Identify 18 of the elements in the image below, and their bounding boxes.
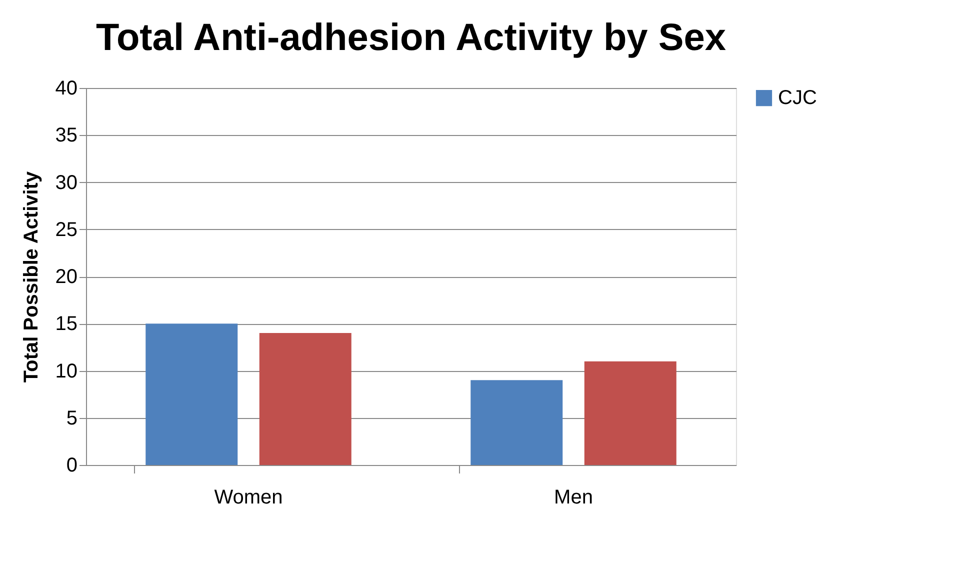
y-tick-label: 40: [55, 78, 78, 100]
x-tick-label: Men: [554, 486, 593, 508]
x-tick-label: Women: [214, 486, 283, 508]
chart-title: Total Anti-adhesion Activity by Sex: [96, 17, 726, 59]
bar: [584, 361, 676, 465]
y-tick-label: 5: [66, 407, 78, 430]
y-tick-label: 0: [66, 454, 78, 476]
bar: [259, 333, 352, 465]
y-axis-title: Total Possible Activity: [20, 170, 42, 383]
legend-label: CJC: [778, 87, 817, 109]
y-tick-label: 15: [55, 313, 78, 336]
y-tick-label: 25: [55, 218, 78, 241]
y-tick-label: 20: [55, 266, 78, 288]
y-tick-label: 10: [55, 360, 78, 382]
bar: [146, 324, 238, 465]
bar: [470, 380, 563, 465]
y-tick-label: 35: [55, 124, 78, 147]
y-tick-label: 30: [55, 172, 78, 194]
